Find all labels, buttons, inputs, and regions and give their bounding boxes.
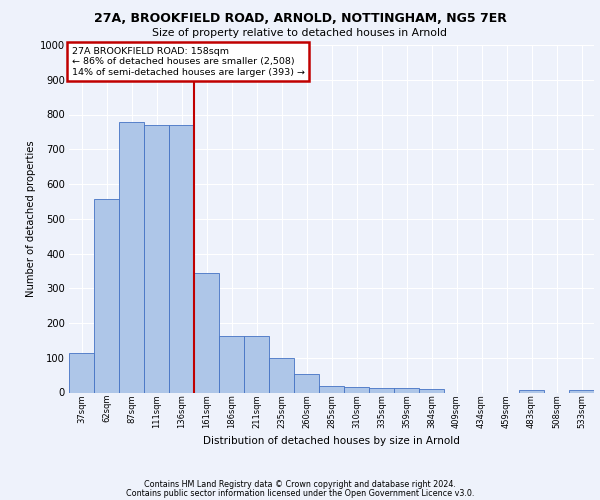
Bar xyxy=(94,198,119,392)
Text: 27A BROOKFIELD ROAD: 158sqm
← 86% of detached houses are smaller (2,508)
14% of : 27A BROOKFIELD ROAD: 158sqm ← 86% of det… xyxy=(71,46,305,76)
Y-axis label: Number of detached properties: Number of detached properties xyxy=(26,140,35,297)
Bar xyxy=(69,353,94,393)
Bar xyxy=(219,336,244,392)
X-axis label: Distribution of detached houses by size in Arnold: Distribution of detached houses by size … xyxy=(203,436,460,446)
Bar xyxy=(369,388,394,392)
Bar xyxy=(419,389,444,392)
Bar xyxy=(344,388,369,392)
Bar xyxy=(244,336,269,392)
Bar xyxy=(119,122,144,392)
Bar xyxy=(319,386,344,392)
Bar xyxy=(394,388,419,392)
Bar xyxy=(269,358,294,392)
Bar xyxy=(569,390,594,392)
Text: 27A, BROOKFIELD ROAD, ARNOLD, NOTTINGHAM, NG5 7ER: 27A, BROOKFIELD ROAD, ARNOLD, NOTTINGHAM… xyxy=(94,12,506,26)
Text: Contains public sector information licensed under the Open Government Licence v3: Contains public sector information licen… xyxy=(126,489,474,498)
Text: Contains HM Land Registry data © Crown copyright and database right 2024.: Contains HM Land Registry data © Crown c… xyxy=(144,480,456,489)
Bar xyxy=(169,125,194,392)
Bar xyxy=(144,125,169,392)
Text: Size of property relative to detached houses in Arnold: Size of property relative to detached ho… xyxy=(152,28,448,38)
Bar xyxy=(294,374,319,392)
Bar xyxy=(194,274,219,392)
Bar xyxy=(519,390,544,392)
